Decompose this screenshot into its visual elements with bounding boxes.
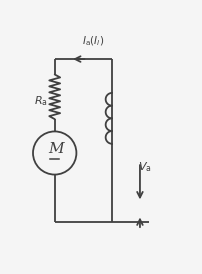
Text: M: M [48, 142, 64, 156]
Text: $V_\mathrm{a}$: $V_\mathrm{a}$ [138, 160, 151, 174]
Text: $I_\mathrm{a}(I_l)$: $I_\mathrm{a}(I_l)$ [82, 34, 105, 47]
Text: $R_\mathrm{a}$: $R_\mathrm{a}$ [34, 95, 48, 108]
